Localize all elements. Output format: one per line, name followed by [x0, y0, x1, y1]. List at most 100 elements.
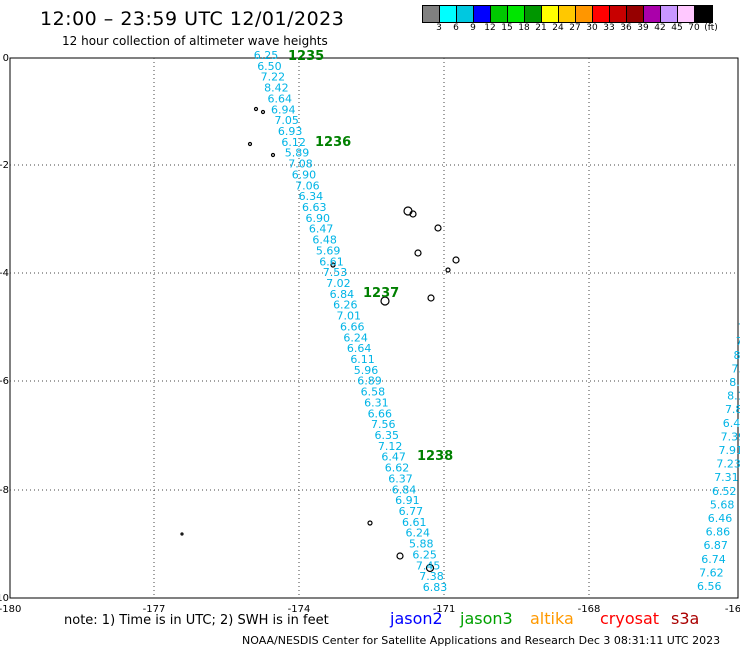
color-swatch — [627, 6, 644, 22]
swh-value: 7.39 — [721, 430, 740, 443]
color-scale-label: 70 — [688, 23, 700, 33]
swh-value: 6.50 — [257, 60, 282, 73]
color-scale-label: 27 — [569, 23, 581, 33]
swh-value: 7.08 — [288, 158, 313, 171]
color-swatch — [474, 6, 491, 22]
swh-value: 6.52 — [712, 485, 737, 498]
track-time-label: 1236 — [315, 135, 351, 150]
swh-value: 6.84 — [392, 483, 417, 496]
color-scale-label: 39 — [637, 23, 649, 33]
y-tick-label: 0 — [3, 53, 9, 64]
footer-credit: NOAA/NESDIS Center for Satellite Applica… — [242, 634, 721, 647]
island-outline — [396, 552, 404, 560]
legend-cryosat: cryosat — [600, 609, 660, 628]
x-tick-label: -16 — [725, 604, 740, 615]
swh-value: 7.80 — [725, 403, 740, 416]
color-scale-label: 24 — [552, 23, 564, 33]
color-swatch — [440, 6, 457, 22]
color-scale-label: 33 — [603, 23, 615, 33]
island-outline — [452, 256, 460, 264]
island-outline — [180, 532, 184, 536]
y-tick-label: -6 — [0, 376, 9, 387]
island-outline — [380, 296, 390, 306]
swh-value: 6.90 — [305, 212, 330, 225]
swh-value: 6.66 — [340, 320, 365, 333]
island-outline — [247, 141, 253, 147]
note-text: note: 1) Time is in UTC; 2) SWH is in fe… — [64, 613, 329, 628]
swh-value: 7.62 — [699, 566, 724, 579]
track-time-label: 1235 — [288, 49, 324, 64]
island-outline — [434, 224, 442, 232]
swh-value: 6.58 — [361, 386, 386, 399]
island-outline — [367, 520, 373, 526]
island-outline — [425, 563, 435, 573]
island-outline — [403, 206, 413, 216]
swh-value: 7.31 — [714, 471, 739, 484]
legend-jason3: jason3 — [460, 609, 513, 628]
island-outline — [414, 249, 422, 257]
swh-value: 6.35 — [374, 429, 399, 442]
track-time-label: 1238 — [417, 449, 453, 464]
swh-value: 6.64 — [268, 92, 293, 105]
swh-value: 6.86 — [706, 526, 731, 539]
island-outline — [445, 267, 451, 273]
y-tick-label: -8 — [0, 485, 9, 496]
swh-value: 7.0 — [731, 362, 740, 375]
swh-value: 6.37 — [388, 472, 413, 485]
swh-value: 8. — [734, 349, 740, 362]
swh-value: 6.47 — [309, 223, 334, 236]
swh-value: 6.83 — [423, 581, 448, 594]
island-outline — [427, 294, 435, 302]
x-tick-label: -171 — [433, 604, 456, 615]
color-swatch — [525, 6, 542, 22]
swh-value: 8.5 — [729, 376, 740, 389]
color-swatch — [508, 6, 525, 22]
swh-value: 6.12 — [281, 136, 306, 149]
map-grid — [10, 58, 738, 598]
swh-value: 6.61 — [319, 255, 344, 268]
color-scale-label: 15 — [501, 23, 513, 33]
x-tick-label: -177 — [143, 604, 166, 615]
swh-value: 7.38 — [419, 570, 444, 583]
swh-value: 6.24 — [343, 331, 368, 344]
swh-value: 6.24 — [406, 527, 431, 540]
swh-value: 6.26 — [333, 299, 358, 312]
swh-value: 6.48 — [312, 234, 337, 247]
legend-s3a: s3a — [671, 609, 700, 628]
color-scale-label: 45 — [671, 23, 683, 33]
swh-value: 6.66 — [368, 407, 393, 420]
color-swatch — [610, 6, 627, 22]
color-scale-label: 30 — [586, 23, 598, 33]
swh-value: 6.47 — [381, 451, 406, 464]
swh-value: 7.06 — [295, 179, 320, 192]
color-scale-label: (ft) — [704, 23, 718, 33]
swh-value: 6.64 — [347, 342, 372, 355]
color-scale-label: 6 — [453, 23, 459, 33]
swh-value: 7.53 — [323, 266, 348, 279]
swh-value: 7.01 — [337, 310, 362, 323]
axis-labels: -180 -177 -174 -171 -168 -16 0 -2 -4 -6 -8 -10 — [0, 53, 740, 615]
island-outline — [330, 262, 336, 268]
color-swatch — [491, 6, 508, 22]
swh-value: 6.31 — [364, 396, 389, 409]
x-tick-label: -174 — [288, 604, 311, 615]
color-scale-bar — [422, 5, 713, 23]
swh-value: 6.91 — [395, 494, 420, 507]
swh-value: 7.05 — [274, 114, 299, 127]
swh-value: 7 — [736, 335, 740, 348]
swh-value: 5.69 — [316, 244, 341, 257]
swh-value: 7.56 — [371, 418, 396, 431]
map-title: 12:00 – 23:59 UTC 12/01/2023 — [40, 8, 345, 30]
swh-value: 6.25 — [254, 49, 279, 62]
color-swatch — [695, 6, 712, 22]
y-tick-label: -4 — [0, 268, 9, 279]
swh-track-main: 6.256.507.228.426.646.947.056.936.125.89… — [254, 49, 448, 594]
swh-value: 6.48 — [723, 417, 740, 430]
island-outline — [409, 210, 417, 218]
swh-value: 7.23 — [716, 458, 740, 471]
swh-value: 6.77 — [399, 505, 424, 518]
y-tick-label: -2 — [0, 160, 9, 171]
swh-value: 5.96 — [354, 364, 379, 377]
swh-value: 7.12 — [378, 440, 403, 453]
